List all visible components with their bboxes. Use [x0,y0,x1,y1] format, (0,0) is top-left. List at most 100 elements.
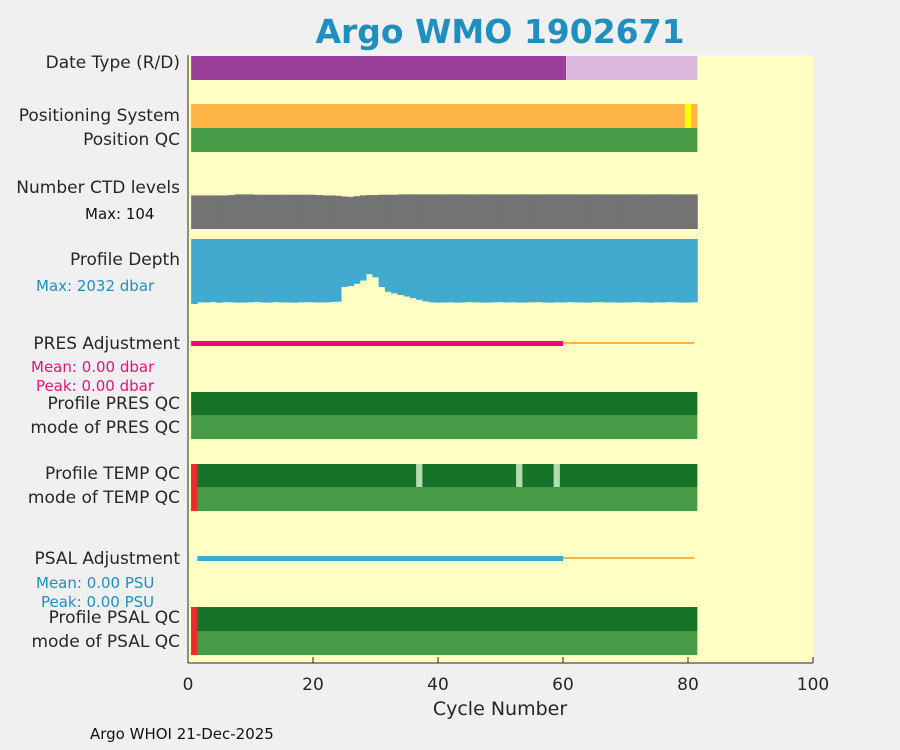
ctd-levels-bar [216,195,223,229]
mode-psal-qc-bar [191,631,698,655]
profile-depth-bar [309,239,317,303]
ctd-levels-bar [241,194,248,229]
profile-depth-bar [284,239,292,303]
profile-depth-bar [684,239,692,303]
profile-depth-bar [378,239,386,287]
profile-depth-bar [578,239,586,303]
ctd-levels-bar [509,194,517,229]
profile-depth-bar [372,239,380,278]
label-position-qc: Position QC [83,130,180,150]
profile-depth-bar [366,239,373,275]
ctd-levels-bar [603,194,611,229]
pres-adjustment-tail [563,342,695,344]
ctd-levels-bar [403,194,411,229]
ctd-levels-bar [522,194,530,229]
ctd-levels-bar [453,194,461,229]
ctd-levels-bar [316,195,323,229]
x-tick-label: 0 [182,675,194,695]
ctd-levels-bar [553,194,561,229]
psal-mode-bad-mark [191,631,198,655]
label-pres-adjustment: PRES Adjustment [33,334,180,354]
ctd-levels-bar [397,194,405,229]
profile-psal-qc-bar [191,607,698,631]
profile-depth-bar [316,239,323,303]
profile-depth-bar [403,239,411,297]
ctd-levels-bar [609,194,617,229]
profile-depth-bar [678,239,686,303]
x-tick-label: 40 [427,675,449,695]
profile-depth-bar [409,239,417,299]
profile-depth-bar [647,239,655,303]
plot-background [188,55,813,663]
profile-depth-bar [341,239,348,287]
profile-depth-bar [359,239,367,281]
profile-depth-bar [216,239,223,303]
ctd-levels-bar [684,194,692,229]
profile-depth-bar [241,239,248,303]
label-profile-psal-qc: Profile PSAL QC [48,608,180,628]
ctd-levels-bar [191,195,198,229]
psal-mean: Mean: 0.00 PSU [36,574,155,592]
profile-depth-bar [434,239,442,303]
ctd-levels-bar [247,194,255,229]
profile-depth-bar [416,239,423,300]
ctd-levels-bar [347,196,355,229]
date-type-realtime-bar [191,56,567,80]
profile-depth-bar [472,239,480,303]
ctd-levels-bar [628,194,636,229]
profile-depth-bar [441,239,448,303]
profile-depth-bar [541,239,548,303]
temp-qc-light-mark [553,464,560,487]
x-tick-label: 20 [302,675,324,695]
profile-depth-bar [509,239,517,303]
profile-depth-bar [347,239,355,287]
ctd-levels-bar [234,194,242,229]
psal-adjustment-tail [563,557,695,559]
ctd-levels-bar [228,195,236,229]
ctd-levels-bar [591,194,598,229]
label-mode-temp-qc: mode of TEMP QC [27,488,180,508]
profile-depth-bar [547,239,555,303]
ctd-levels-bar [322,195,330,229]
ctd-levels-bar [566,194,573,229]
profile-depth-bar [191,239,198,304]
profile-depth-bar [584,239,592,303]
temp-qc-light-mark [416,464,423,487]
profile-depth-bar [559,239,567,303]
profile-depth-bar [397,239,405,295]
ctd-levels-bar [378,194,386,229]
profile-depth-bar [328,239,336,303]
ctd-levels-bar [547,194,555,229]
profile-depth-bar [303,239,311,303]
profile-depth-bar [516,239,523,303]
label-mode-psal-qc: mode of PSAL QC [31,632,180,652]
ctd-levels-bar [266,194,273,229]
ctd-levels-bar [528,194,536,229]
ctd-levels-bar [491,194,498,229]
positioning-alt-mark [684,104,692,128]
x-axis-label: Cycle Number [432,698,568,720]
ctd-levels-bar [203,195,211,229]
ctd-levels-bar [572,194,580,229]
ctd-levels-bar [284,194,292,229]
label-profile-pres-qc: Profile PRES QC [47,394,180,414]
profile-depth-bar [234,239,242,303]
profile-depth-bar [622,239,630,303]
label-psal-adjustment: PSAL Adjustment [34,549,180,569]
ctd-levels-bar [478,194,486,229]
psal-qc-bad-mark [191,607,198,631]
profile-depth-bar [491,239,498,303]
footer-credit: Argo WHOI 21-Dec-2025 [90,725,274,743]
ctd-levels-bar [634,194,642,229]
profile-depth-bar [228,239,236,303]
ctd-levels-bar [503,194,511,229]
profile-depth-bar [334,239,342,302]
ctd-levels-bar [366,195,373,229]
ctd-levels-bar [372,195,380,229]
profile-depth-bar [528,239,536,303]
ctd-levels-bar [616,194,623,229]
profile-depth-bar [278,239,286,303]
ctd-levels-bar [278,194,286,229]
label-ctd-levels: Number CTD levels [16,178,180,198]
profile-depth-bar [253,239,261,303]
